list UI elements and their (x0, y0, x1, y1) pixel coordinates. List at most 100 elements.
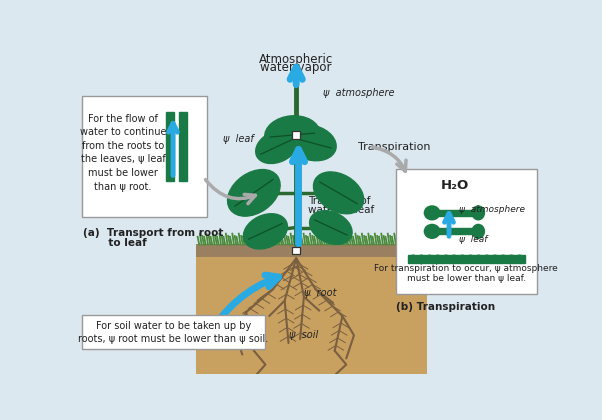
Ellipse shape (340, 181, 354, 197)
Bar (408, 255, 525, 263)
Circle shape (491, 255, 499, 263)
Ellipse shape (275, 146, 289, 156)
Text: H₂O: H₂O (441, 179, 470, 192)
Ellipse shape (261, 140, 275, 150)
Ellipse shape (318, 224, 330, 236)
Bar (196, 244, 427, 257)
Ellipse shape (254, 182, 272, 195)
Ellipse shape (330, 193, 344, 208)
Text: ψ  root: ψ root (304, 288, 337, 298)
Ellipse shape (265, 116, 320, 155)
Text: water to leaf: water to leaf (308, 205, 374, 215)
Bar (196, 251, 427, 374)
Ellipse shape (296, 132, 311, 145)
Ellipse shape (339, 192, 353, 207)
Ellipse shape (244, 195, 262, 209)
Ellipse shape (323, 188, 338, 203)
Ellipse shape (318, 217, 330, 229)
Circle shape (499, 255, 507, 263)
Ellipse shape (243, 214, 287, 249)
Ellipse shape (331, 218, 344, 230)
Text: Transport of: Transport of (308, 196, 370, 205)
Text: For soil water to be taken up by
roots, ψ root must be lower than ψ soil.: For soil water to be taken up by roots, … (78, 320, 268, 344)
Circle shape (434, 255, 442, 263)
Circle shape (450, 255, 458, 263)
Ellipse shape (287, 136, 305, 149)
Ellipse shape (320, 213, 332, 226)
Text: must be lower than ψ leaf.: must be lower than ψ leaf. (407, 274, 526, 283)
Ellipse shape (268, 149, 282, 158)
Ellipse shape (273, 123, 291, 136)
Bar (179, 112, 187, 181)
Ellipse shape (256, 130, 298, 163)
FancyArrowPatch shape (372, 147, 406, 171)
Ellipse shape (248, 224, 263, 235)
Circle shape (409, 255, 417, 263)
Text: ψ  soil: ψ soil (288, 330, 318, 340)
Bar (293, 247, 300, 255)
Bar (293, 131, 300, 139)
Ellipse shape (331, 226, 343, 238)
Text: (b) Transpiration: (b) Transpiration (396, 302, 495, 312)
Ellipse shape (235, 190, 253, 204)
Ellipse shape (250, 228, 265, 239)
Circle shape (442, 255, 450, 263)
Ellipse shape (288, 121, 306, 133)
Ellipse shape (312, 140, 327, 153)
Ellipse shape (424, 206, 440, 220)
Ellipse shape (256, 233, 271, 244)
FancyBboxPatch shape (396, 169, 537, 294)
Ellipse shape (424, 224, 440, 238)
Circle shape (475, 255, 482, 263)
Ellipse shape (297, 128, 312, 141)
Ellipse shape (311, 131, 326, 144)
Text: water vapor: water vapor (261, 61, 332, 74)
Text: For the flow of
water to continue
from the roots to
the leaves, ψ leaf
must be l: For the flow of water to continue from t… (79, 113, 166, 192)
Ellipse shape (278, 140, 292, 150)
Text: ψ  atmosphere: ψ atmosphere (323, 88, 395, 98)
Text: ψ  leaf: ψ leaf (459, 234, 488, 244)
Ellipse shape (262, 144, 276, 153)
Ellipse shape (309, 211, 352, 244)
Ellipse shape (472, 206, 485, 220)
Circle shape (516, 255, 523, 263)
Ellipse shape (272, 134, 285, 144)
Ellipse shape (228, 170, 280, 216)
Text: ψ  atmosphere: ψ atmosphere (459, 205, 525, 214)
Ellipse shape (279, 136, 296, 149)
Ellipse shape (266, 224, 281, 235)
Ellipse shape (263, 231, 278, 242)
Ellipse shape (259, 218, 275, 229)
Circle shape (483, 255, 491, 263)
Text: Atmospheric: Atmospheric (259, 53, 334, 66)
Ellipse shape (252, 191, 270, 205)
Text: ψ  leaf: ψ leaf (223, 134, 254, 144)
Circle shape (467, 255, 474, 263)
Bar (166, 112, 174, 181)
Circle shape (418, 255, 425, 263)
Ellipse shape (324, 179, 338, 194)
Ellipse shape (472, 224, 485, 238)
Ellipse shape (232, 186, 250, 199)
Circle shape (459, 255, 466, 263)
Text: to leaf: to leaf (83, 238, 147, 247)
Bar (432, 228, 478, 234)
Circle shape (507, 255, 515, 263)
Ellipse shape (298, 141, 312, 154)
Ellipse shape (274, 128, 291, 140)
Ellipse shape (293, 130, 311, 142)
Circle shape (426, 255, 433, 263)
Ellipse shape (326, 175, 341, 190)
Ellipse shape (245, 176, 263, 189)
Bar (432, 210, 478, 216)
Text: Transpiration: Transpiration (358, 142, 430, 152)
Text: For transpiration to occur, ψ atmosphere: For transpiration to occur, ψ atmosphere (374, 264, 558, 273)
Ellipse shape (305, 144, 320, 157)
Ellipse shape (287, 125, 336, 161)
Ellipse shape (324, 228, 337, 240)
FancyBboxPatch shape (82, 315, 265, 349)
FancyBboxPatch shape (82, 96, 207, 217)
Ellipse shape (314, 172, 364, 214)
Text: (a)  Transport from root: (a) Transport from root (83, 228, 223, 237)
FancyArrowPatch shape (205, 180, 255, 204)
